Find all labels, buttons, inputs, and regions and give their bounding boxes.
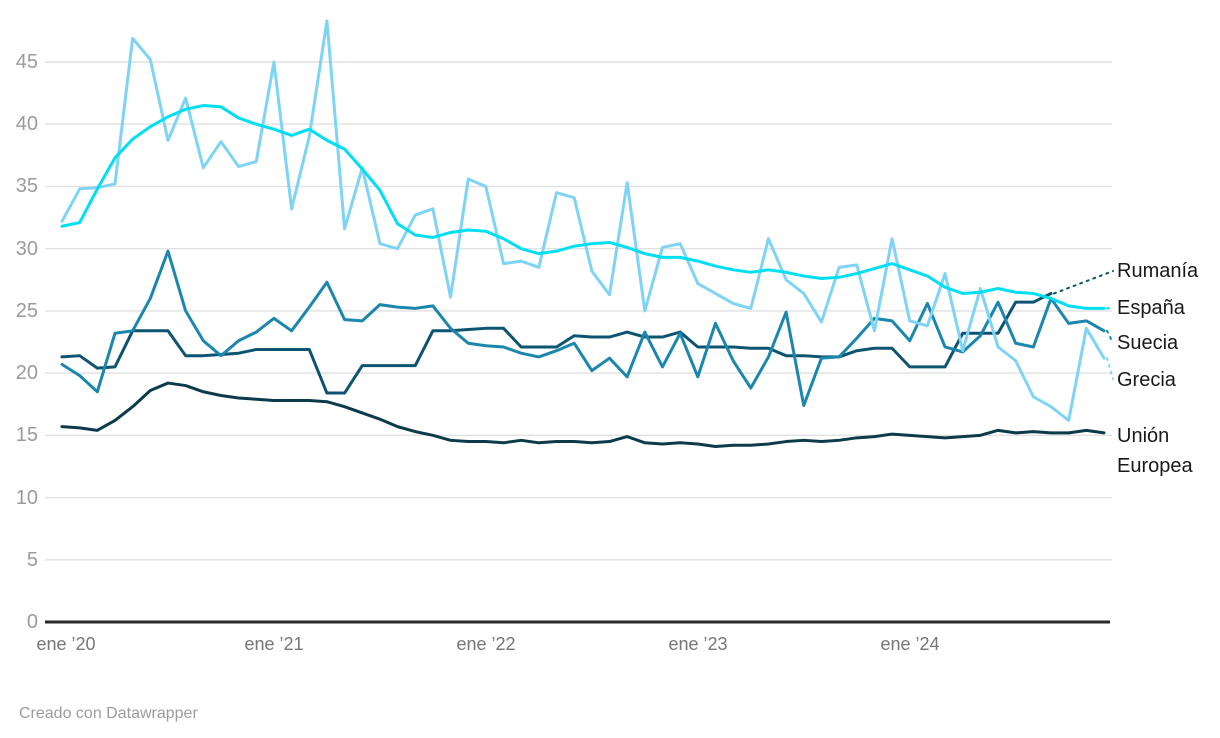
- x-axis-tick-label: ene ’20: [36, 634, 96, 654]
- y-axis-tick-label: 10: [15, 487, 38, 509]
- y-axis-tick-label: 45: [15, 51, 38, 73]
- y-axis-tick-label: 15: [15, 424, 38, 446]
- series-label-suecia: Suecia: [1117, 332, 1179, 354]
- y-axis-tick-label: 25: [15, 300, 38, 322]
- x-axis-tick-label: ene ’22: [456, 634, 516, 654]
- x-axis-tick-label: ene ’23: [668, 634, 728, 654]
- y-axis-tick-label: 35: [15, 175, 38, 197]
- series-label-rumania: Rumanía: [1117, 260, 1199, 282]
- y-axis-tick-label: 5: [26, 549, 38, 571]
- x-axis-tick-label: ene ’21: [244, 634, 304, 654]
- datawrapper-credit: Creado con Datawrapper: [19, 705, 198, 722]
- y-axis-tick-label: 0: [26, 611, 38, 633]
- series-label-espana: España: [1117, 297, 1185, 319]
- x-axis-tick-label: ene ’24: [880, 634, 940, 654]
- y-axis-tick-label: 30: [15, 238, 38, 260]
- y-axis-tick-label: 20: [15, 362, 38, 384]
- y-axis-tick-label: 40: [15, 113, 38, 135]
- series-label-grecia: Grecia: [1117, 369, 1176, 391]
- series-label-union-europea: Unión Europea: [1117, 425, 1193, 477]
